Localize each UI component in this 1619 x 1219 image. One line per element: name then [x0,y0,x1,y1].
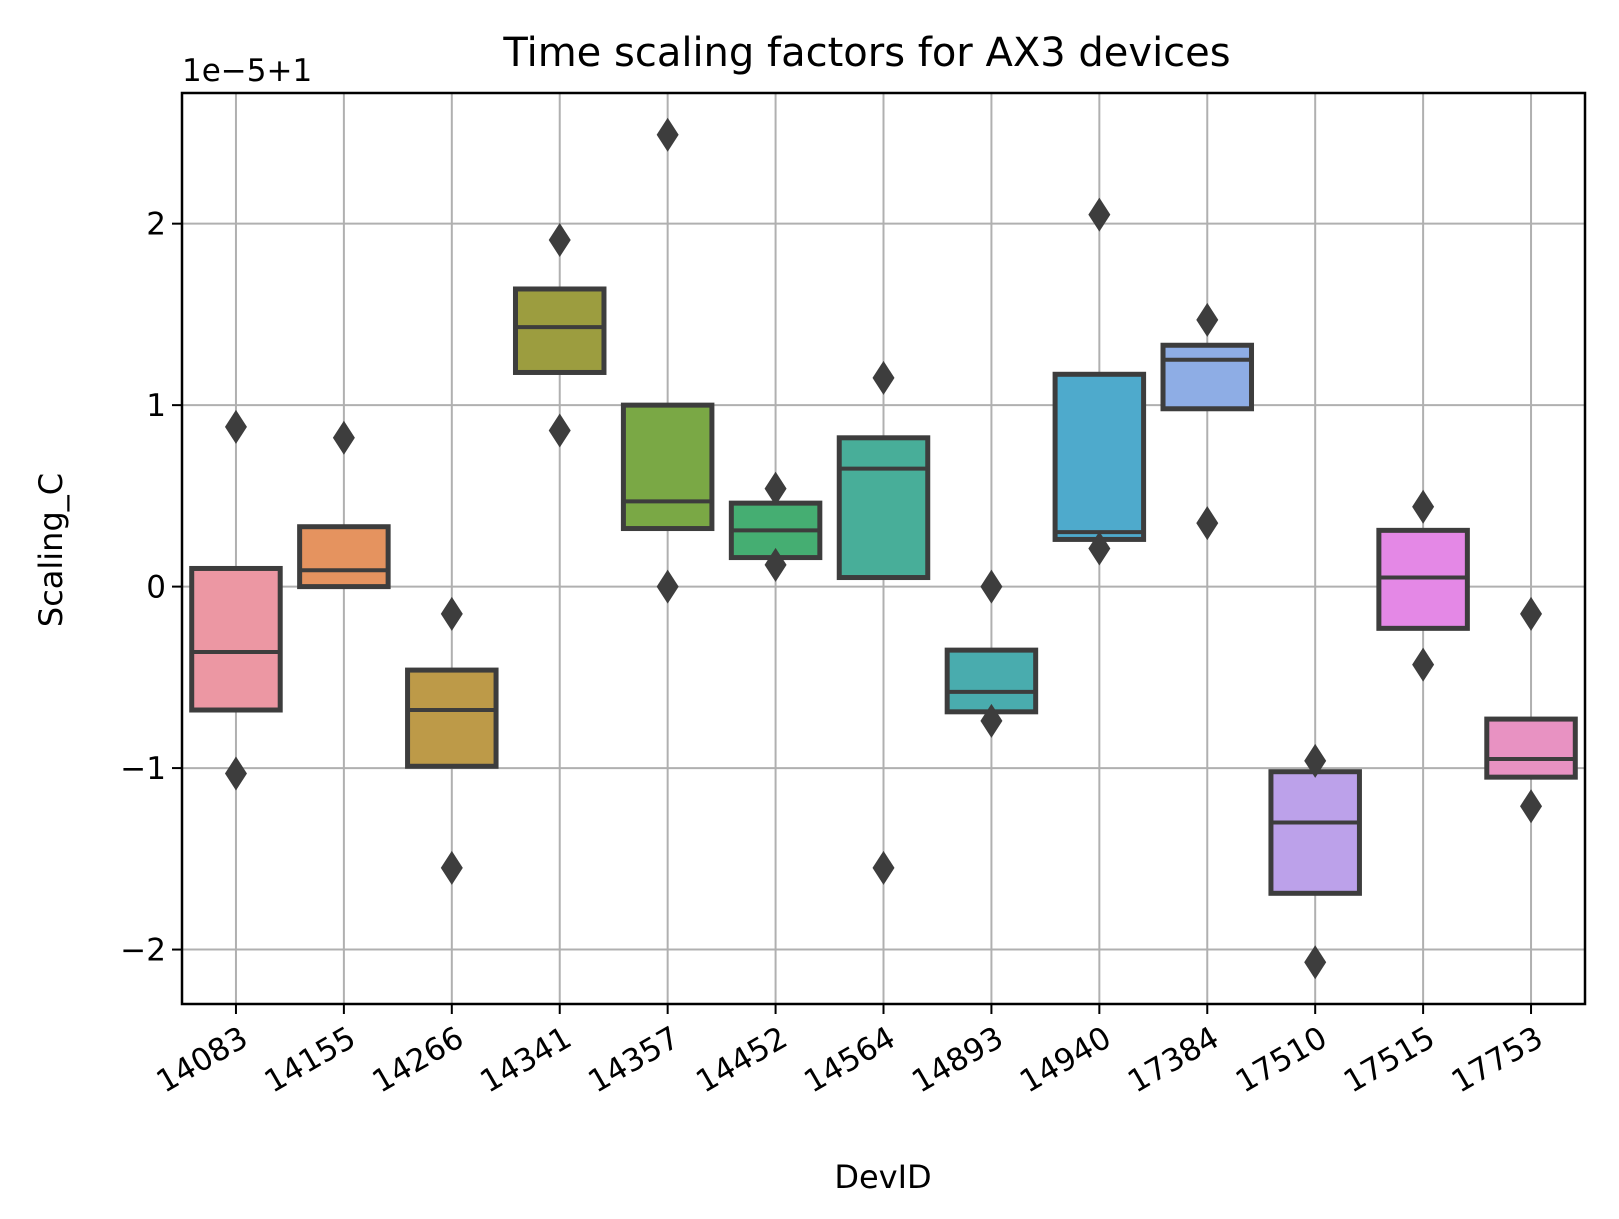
outliers [224,117,1543,980]
box-17753 [1484,716,1578,780]
box-17384 [1160,342,1255,412]
box-14083 [189,565,283,713]
y-tick-label: 2 [146,207,166,243]
outlier-point [548,222,571,257]
box-14564 [836,435,931,581]
box-17510 [1268,769,1362,896]
outlier-point [224,756,247,791]
outlier-point [1412,489,1435,524]
outlier-point [1088,197,1111,232]
outlier-point [1304,743,1327,778]
outlier-point [872,360,895,395]
outlier-point [764,471,787,506]
y-tick-label: 1 [146,388,166,424]
box-14155 [297,524,391,590]
outlier-point [224,409,247,444]
y-tick-label: −2 [120,933,166,969]
boxes [189,286,1578,896]
x-axis-label: DevID [834,1158,931,1196]
box-14940 [1052,371,1147,542]
outlier-point [1412,647,1435,682]
y-axis-label: Scaling_C [32,473,70,627]
outlier-point [1520,789,1543,824]
outlier-point [980,703,1003,738]
y-tick-label: 0 [146,570,166,606]
box-14266 [405,667,499,769]
outlier-point [656,117,679,152]
outlier-point [440,850,463,885]
outlier-point [656,569,679,604]
box-14357 [620,402,715,532]
outlier-point [1520,596,1543,631]
outlier-point [980,569,1003,604]
outlier-point [1196,506,1219,541]
outlier-point [1196,302,1219,337]
outlier-point [1088,531,1111,566]
y-offset-label: 1e−5+1 [182,53,312,89]
box-14893 [944,647,1039,715]
outlier-point [764,547,787,582]
outlier-point [440,596,463,631]
chart-title: Time scaling factors for AX3 devices [502,30,1230,76]
outlier-point [872,850,895,885]
y-tick-label: −1 [120,751,166,787]
outlier-point [332,420,355,455]
box-14341 [512,286,607,375]
outlier-point [548,413,571,448]
outlier-point [1304,945,1327,980]
